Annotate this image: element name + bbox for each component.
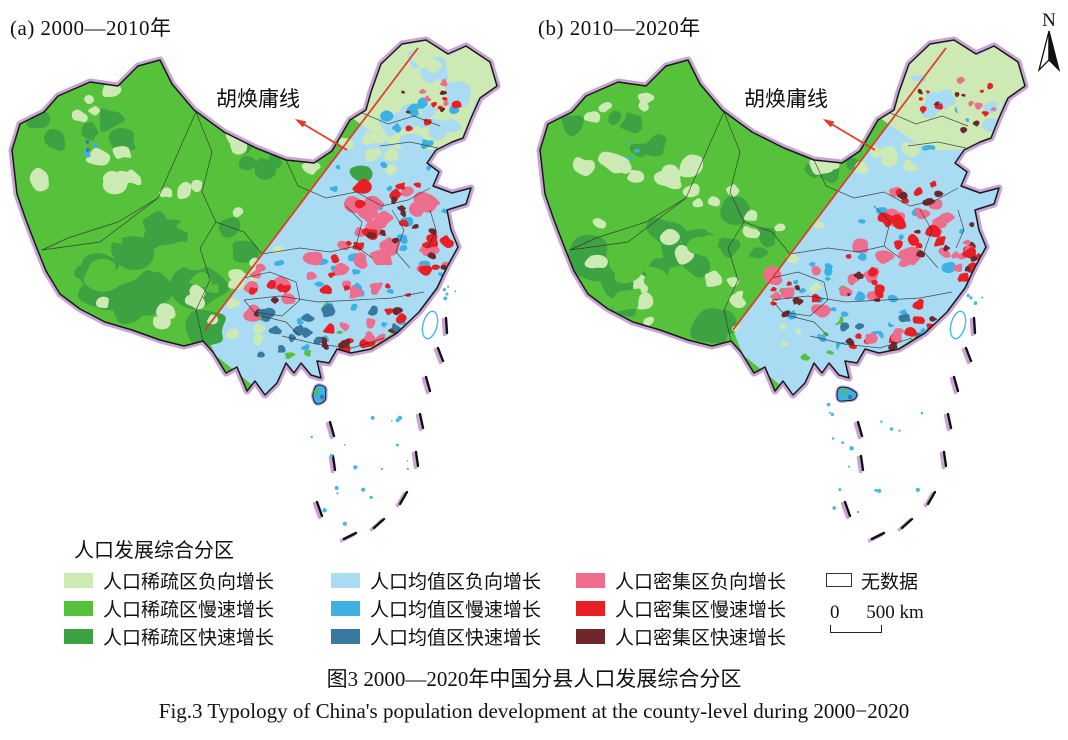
legend-title: 人口发展综合分区 bbox=[74, 540, 234, 562]
taiwan-island bbox=[421, 310, 439, 340]
legend-swatch bbox=[576, 572, 605, 588]
hu-huanyong-line bbox=[732, 47, 947, 331]
scale-bar-numbers: 0 500 km bbox=[826, 602, 924, 624]
legend-item-label: 人口均值区慢速增长 bbox=[370, 599, 542, 621]
legend-swatch bbox=[331, 572, 360, 588]
legend-item: 人口稀疏区慢速增长 bbox=[64, 594, 274, 622]
legend-swatch bbox=[576, 600, 605, 616]
north-arrow-icon: N bbox=[1037, 10, 1061, 73]
legend-item: 人口均值区慢速增长 bbox=[331, 594, 541, 622]
legend-item: 人口均值区负向增长 bbox=[331, 566, 541, 594]
no-data-swatch bbox=[826, 573, 852, 587]
panel-b-title: (b) 2010—2020年 bbox=[538, 16, 701, 40]
hu-line-arrow bbox=[299, 121, 348, 151]
hu-line-arrowhead bbox=[823, 119, 835, 128]
legend-item-label: 人口均值区快速增长 bbox=[370, 627, 542, 649]
legend-item: 人口均值区快速增长 bbox=[331, 622, 541, 650]
legend-swatch bbox=[64, 600, 93, 616]
legend-item-no-data: 无数据 bbox=[826, 566, 924, 594]
north-needle-right bbox=[1048, 30, 1061, 73]
legend-swatch bbox=[576, 628, 605, 644]
legend-column-dense: 人口密集区负向增长 人口密集区慢速增长 人口密集区快速增长 bbox=[576, 566, 786, 650]
legend-item: 人口稀疏区负向增长 bbox=[64, 566, 274, 594]
north-needle-left bbox=[1037, 30, 1050, 73]
country-outline bbox=[539, 39, 1026, 396]
legend-column-misc: 无数据 0 500 km bbox=[826, 566, 924, 633]
map-fill-layer bbox=[561, 40, 1025, 395]
caption-chinese: 图3 2000—2020年中国分县人口发展综合分区 bbox=[326, 667, 742, 691]
north-label: N bbox=[1042, 10, 1056, 31]
legend-item: 人口密集区快速增长 bbox=[576, 622, 786, 650]
scale-bar-line bbox=[830, 625, 882, 633]
hainan-island bbox=[312, 384, 327, 405]
legend-swatch bbox=[64, 628, 93, 644]
hu-line-label: 胡焕庸线 bbox=[216, 87, 300, 111]
legend-swatch bbox=[331, 600, 360, 616]
panel-a-title: (a) 2000—2010年 bbox=[10, 16, 172, 40]
map-panel-a: 胡焕庸线 bbox=[8, 36, 501, 543]
legend-item: 人口密集区慢速增长 bbox=[576, 594, 786, 622]
hu-line-label: 胡焕庸线 bbox=[744, 87, 828, 111]
hu-line-arrowhead bbox=[295, 119, 307, 128]
legend-item-label: 人口稀疏区快速增长 bbox=[103, 627, 275, 649]
legend-swatch bbox=[331, 628, 360, 644]
legend-item: 人口稀疏区快速增长 bbox=[64, 622, 274, 650]
scale-zero: 0 bbox=[830, 602, 840, 623]
map-panel-b: 胡焕庸线 bbox=[536, 36, 1029, 543]
taiwan-island bbox=[949, 310, 967, 340]
scale-bar: 0 500 km bbox=[826, 602, 924, 633]
legend-column-sparse: 人口稀疏区负向增长 人口稀疏区慢速增长 人口稀疏区快速增长 bbox=[64, 566, 274, 650]
scale-distance-label: 500 km bbox=[866, 602, 924, 623]
caption-english: Fig.3 Typology of China's population dev… bbox=[158, 699, 910, 723]
hu-line-arrow bbox=[827, 121, 876, 151]
legend-item-label: 人口稀疏区慢速增长 bbox=[103, 599, 275, 621]
no-data-label: 无数据 bbox=[861, 571, 919, 593]
legend-item-label: 人口稀疏区负向增长 bbox=[103, 571, 275, 593]
map-fill-layer bbox=[26, 40, 497, 395]
legend-item-label: 人口密集区快速增长 bbox=[615, 627, 787, 649]
hu-huanyong-line bbox=[204, 47, 419, 331]
legend-item-label: 人口密集区负向增长 bbox=[615, 571, 787, 593]
country-outline bbox=[11, 39, 498, 396]
legend-item-label: 人口密集区慢速增长 bbox=[615, 599, 787, 621]
legend-item: 人口密集区负向增长 bbox=[576, 566, 786, 594]
legend-item-label: 人口均值区负向增长 bbox=[370, 571, 542, 593]
legend-column-average: 人口均值区负向增长 人口均值区慢速增长 人口均值区快速增长 bbox=[331, 566, 541, 650]
legend-swatch bbox=[64, 572, 93, 588]
